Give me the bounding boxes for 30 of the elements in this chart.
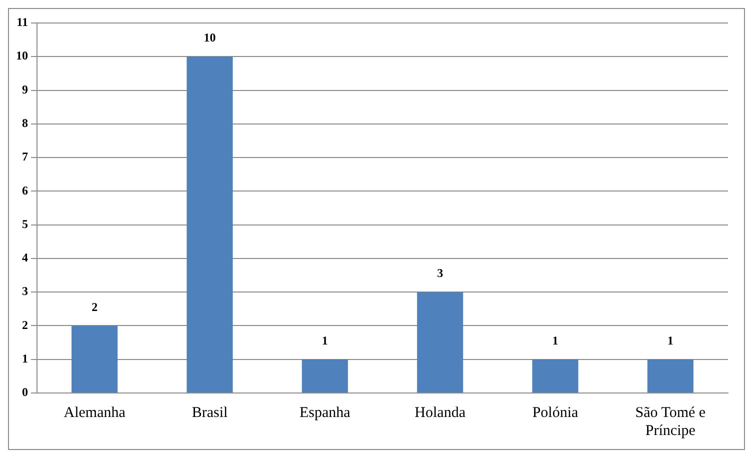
bar <box>647 359 694 392</box>
data-label: 10 <box>204 30 216 45</box>
data-label: 1 <box>322 333 328 348</box>
data-label: 1 <box>552 333 558 348</box>
y-tick-label: 8 <box>22 116 28 130</box>
bar <box>186 56 233 392</box>
y-tick-label: 2 <box>22 318 28 332</box>
y-tick-label: 5 <box>22 216 28 231</box>
data-label: 2 <box>92 300 98 314</box>
y-tick-label: 6 <box>22 183 28 198</box>
y-tick-label: 10 <box>16 48 28 63</box>
bar <box>302 359 348 392</box>
x-tick-label: São Tomé e Príncipe <box>635 404 706 439</box>
bar <box>532 359 578 392</box>
y-tick-label: 7 <box>22 150 28 164</box>
data-label: 3 <box>437 266 444 280</box>
x-tick-label: Holanda <box>414 404 466 421</box>
y-tick-label: 0 <box>22 385 28 400</box>
x-tick-label: Polónia <box>532 404 579 421</box>
x-tick-label: Brasil <box>192 404 228 421</box>
x-tick-label: Alemanha <box>64 404 126 421</box>
y-tick-label: 3 <box>22 284 28 298</box>
bar <box>72 326 118 392</box>
bar <box>417 292 464 392</box>
x-tick-label: Espanha <box>300 404 351 421</box>
y-tick-label: 11 <box>16 15 28 30</box>
y-tick-label: 1 <box>22 351 28 366</box>
y-tick-label: 9 <box>22 82 28 96</box>
y-tick-label: 4 <box>22 250 28 265</box>
data-label: 1 <box>667 333 674 348</box>
